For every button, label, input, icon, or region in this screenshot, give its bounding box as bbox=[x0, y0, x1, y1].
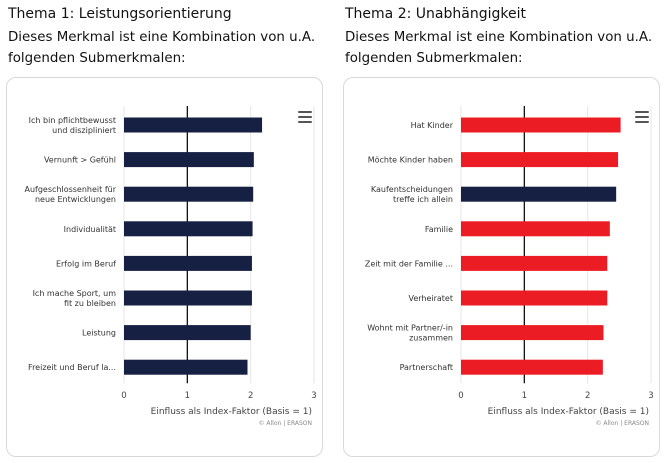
tick-label: 3 bbox=[648, 391, 653, 401]
category-label: Ich mache Sport, um fit zu bleiben bbox=[33, 289, 117, 308]
category-label: Leistung bbox=[82, 329, 116, 338]
category-label: Vernunft > Gefühl bbox=[44, 156, 116, 165]
category-label: Freizeit und Beruf la... bbox=[28, 363, 116, 372]
category-label: Zeit mit der Familie ... bbox=[365, 259, 453, 268]
panel-description: Dieses Merkmal ist eine Kombination von … bbox=[345, 30, 653, 66]
bar bbox=[461, 359, 603, 375]
bar bbox=[461, 325, 604, 341]
bar bbox=[124, 152, 254, 168]
category-label: Partnerschaft bbox=[400, 363, 453, 372]
bar bbox=[461, 221, 610, 237]
bar bbox=[124, 186, 254, 202]
bar bbox=[124, 255, 252, 271]
panel-thema-1: Thema 1: Leistungsorientierung Dieses Me… bbox=[0, 0, 325, 463]
category-label: Familie bbox=[425, 225, 453, 234]
category-label: Verheiratet bbox=[408, 294, 453, 303]
category-label: Wohnt mit Partner/-in zusammen bbox=[367, 324, 453, 343]
bar bbox=[461, 152, 619, 168]
panel-thema-2: Thema 2: Unabhängigkeit Dieses Merkmal i… bbox=[337, 0, 662, 463]
panel-title: Thema 1: Leistungsorientierung bbox=[8, 6, 232, 22]
tick-label: 2 bbox=[248, 391, 253, 401]
axis-title: Einfluss als Index-Faktor (Basis = 1) bbox=[488, 407, 649, 417]
tick-label: 1 bbox=[185, 391, 190, 401]
tick-label: 1 bbox=[522, 391, 527, 401]
bar bbox=[461, 186, 617, 202]
hamburger-menu-icon[interactable] bbox=[298, 111, 312, 123]
panel-description: Dieses Merkmal ist eine Kombination von … bbox=[8, 30, 316, 66]
category-label: Möchte Kinder haben bbox=[368, 156, 453, 165]
bar bbox=[461, 117, 621, 133]
category-label: Individualität bbox=[64, 225, 116, 234]
category-label: Hat Kinder bbox=[411, 121, 454, 130]
chart-credits: © Allon | ERASON bbox=[259, 420, 313, 427]
category-label: Aufgeschlossenheit für neue Entwicklungen bbox=[24, 185, 116, 204]
tick-label: 0 bbox=[458, 391, 463, 401]
bar bbox=[124, 290, 252, 306]
chart-credits: © Allon | ERASON bbox=[596, 420, 650, 427]
bar bbox=[124, 325, 251, 341]
chart-card: Hat Kinder Möchte Kinder haben Kaufentsche… bbox=[343, 77, 660, 457]
bar bbox=[124, 117, 263, 133]
category-label: Ich bin pflichtbewusst und diszipliniert bbox=[29, 116, 116, 135]
tick-label: 3 bbox=[311, 391, 316, 401]
bar-chart: Hat Kinder Möchte Kinder haben Kaufentsche… bbox=[365, 106, 654, 427]
category-label: Kaufentscheidungen treffe ich allein bbox=[371, 185, 453, 204]
category-label: Erfolg im Beruf bbox=[56, 259, 116, 268]
chart-card: Ich bin pflichtbewusst und diszipliniert V… bbox=[6, 77, 323, 457]
bar bbox=[461, 255, 608, 271]
tick-label: 2 bbox=[585, 391, 590, 401]
tick-label: 0 bbox=[121, 391, 126, 401]
panel-title: Thema 2: Unabhängigkeit bbox=[345, 6, 526, 22]
bar bbox=[124, 359, 248, 375]
bar-chart: Ich bin pflichtbewusst und diszipliniert V… bbox=[24, 106, 317, 427]
bar bbox=[124, 221, 253, 237]
axis-title: Einfluss als Index-Faktor (Basis = 1) bbox=[151, 407, 312, 417]
hamburger-menu-icon[interactable] bbox=[635, 111, 649, 123]
bar bbox=[461, 290, 608, 306]
